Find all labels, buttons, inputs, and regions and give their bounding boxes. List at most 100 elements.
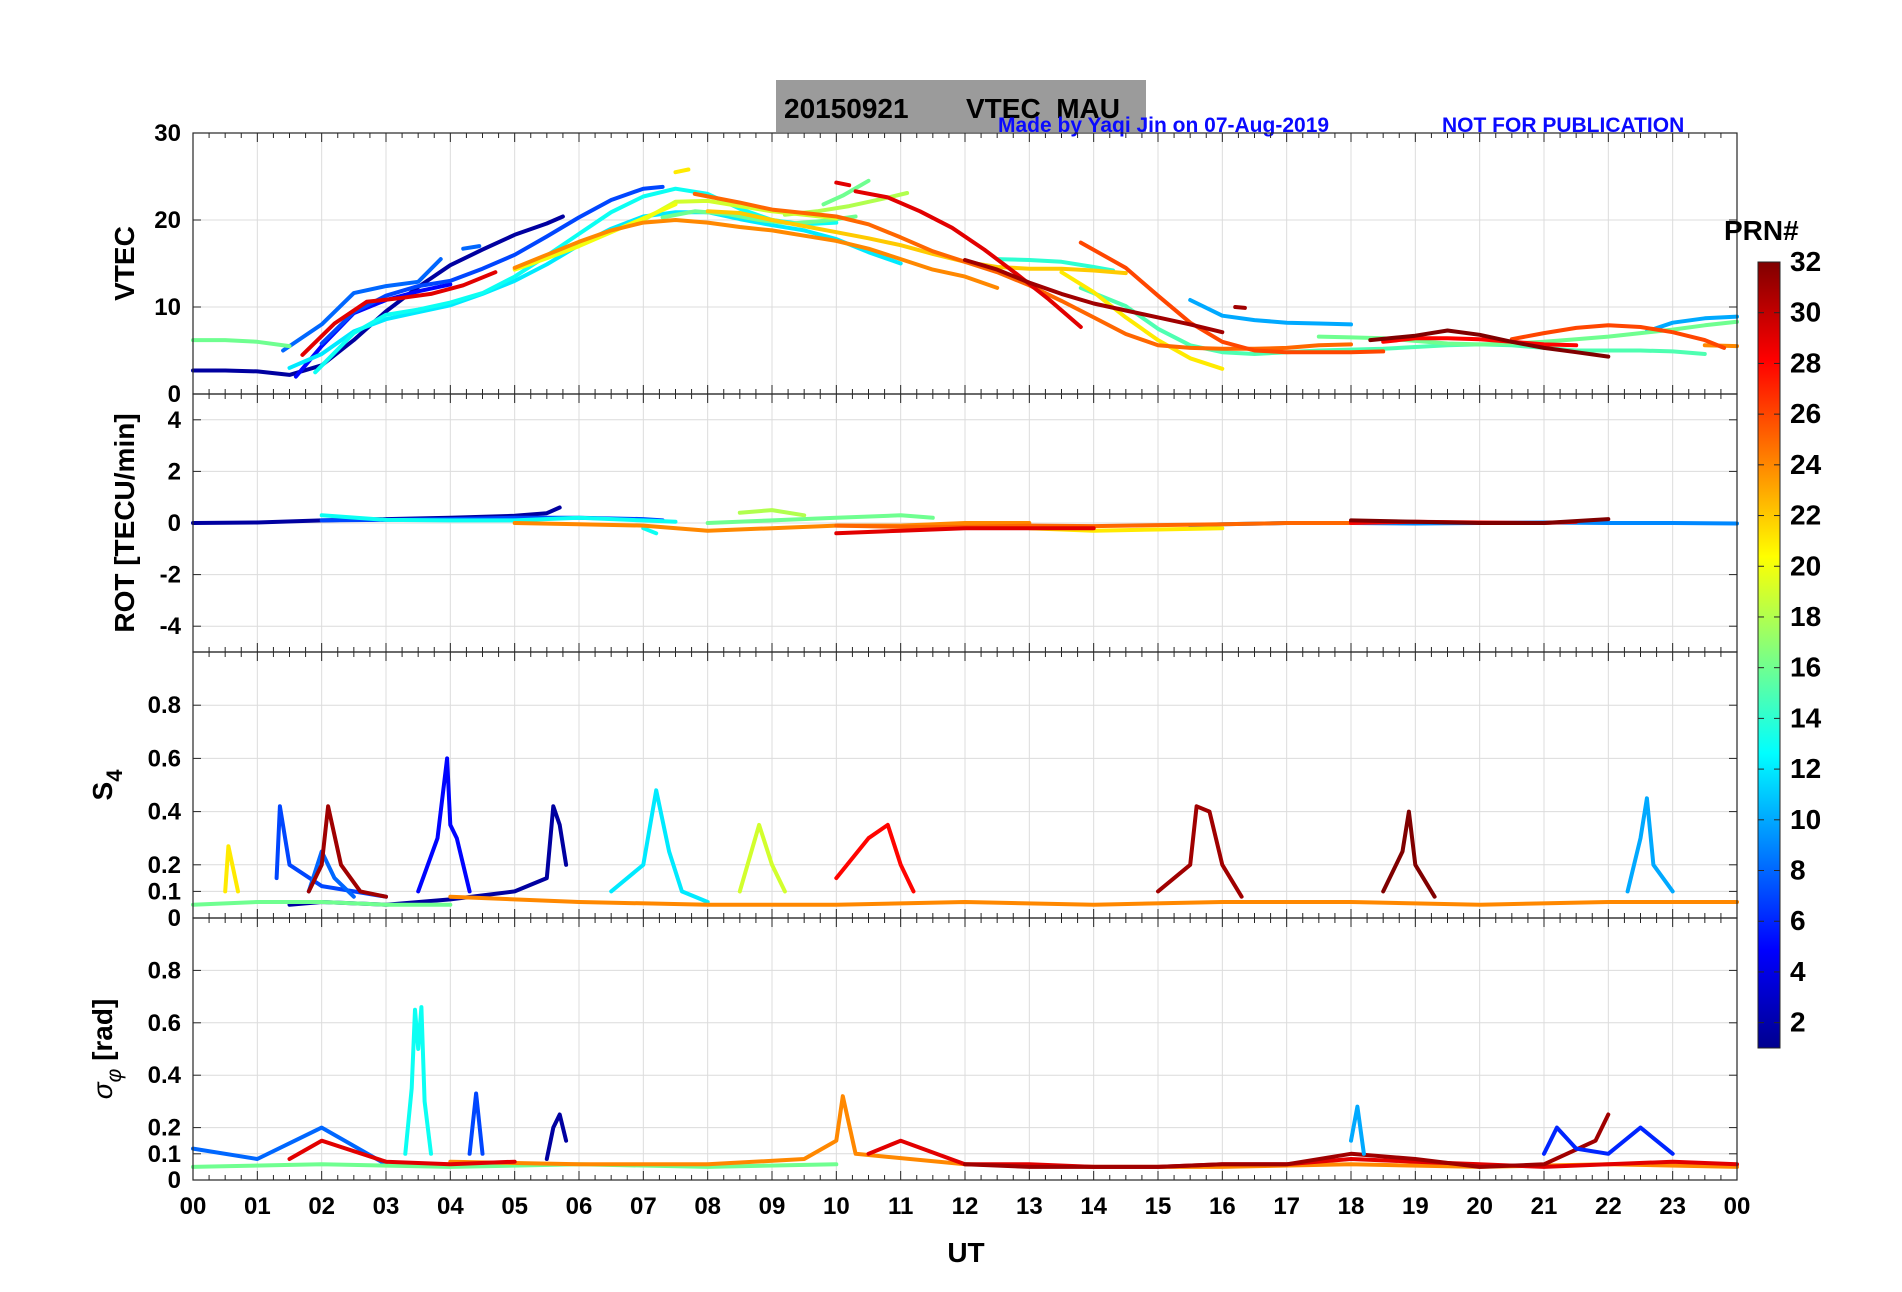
series-prn-12: [609, 788, 710, 904]
series-prn-16: [821, 178, 871, 207]
series-prn-26: [1078, 240, 1386, 355]
series-prn-28: [1381, 336, 1579, 348]
colorbar-tick-label: 12: [1790, 753, 1821, 784]
series-prn-16: [660, 209, 858, 226]
colorbar-tick-label: 28: [1790, 347, 1821, 378]
colorbar-tick-label: 18: [1790, 601, 1821, 632]
y-axis-label: VTEC: [109, 226, 140, 301]
x-tick-label: 09: [759, 1193, 786, 1220]
y-tick-label: 0.2: [148, 1115, 181, 1142]
credit-author: Made by Yaqi Jin on 07-Aug-2019: [998, 114, 1329, 137]
series-prn-31: [306, 804, 388, 899]
series-prn-8: [191, 1125, 388, 1167]
series-prn-7: [467, 1091, 485, 1156]
series-prn-32: [1381, 809, 1437, 899]
series-prn-14: [995, 257, 1115, 273]
colorbar-tick-label: 30: [1790, 297, 1821, 328]
y-tick-label: 0: [168, 381, 181, 408]
series-prn-29: [834, 180, 852, 188]
series-prn-24: [512, 521, 1032, 533]
y-tick-label: 0.1: [148, 878, 181, 905]
x-tick-label: 07: [630, 1193, 657, 1220]
series-prn-29: [287, 1138, 517, 1167]
x-tick-label: 00: [180, 1193, 207, 1220]
series-prn-13: [403, 1005, 433, 1156]
y-tick-label: -2: [160, 562, 181, 589]
series-prn-13: [641, 526, 659, 536]
y-tick-label: 0.8: [148, 957, 181, 984]
series-prn-21: [673, 167, 691, 175]
y-axis-label: σφ [rad]: [87, 999, 126, 1100]
y-axis-label: S4: [87, 769, 127, 801]
series-prn-16: [191, 338, 292, 349]
series-prn-29: [853, 189, 1083, 329]
x-tick-label: 06: [566, 1193, 593, 1220]
x-tick-label: 11: [888, 1193, 913, 1220]
colorbar-bar: [1757, 261, 1781, 1049]
x-tick-label: 05: [501, 1193, 528, 1220]
x-tick-label: 00: [1724, 1193, 1751, 1220]
x-tick-label: 21: [1531, 1193, 1558, 1220]
panel-rot: -4 -2 0 2 4 ROT [TECU/min]: [109, 393, 1739, 653]
series-prn-13: [313, 186, 839, 375]
series-prn-2: [544, 1112, 569, 1161]
colorbar-tick-label: 14: [1790, 702, 1822, 733]
series-prn-5: [293, 282, 453, 379]
series-prn-22: [705, 209, 1128, 276]
y-tick-label: -4: [160, 613, 182, 640]
x-tick-label: 22: [1595, 1193, 1622, 1220]
series-prn-29: [300, 270, 498, 357]
series-prn-31: [1233, 305, 1247, 310]
y-tick-label: 2: [168, 458, 181, 485]
series-prn-10: [1625, 796, 1675, 894]
series-prn-21: [1059, 270, 1225, 371]
y-tick-label: 4: [168, 407, 182, 434]
x-tick-label: 03: [373, 1193, 400, 1220]
y-tick-label: 30: [154, 120, 181, 147]
colorbar-tick-label: 22: [1790, 500, 1821, 531]
title-label: VTEC MAU: [966, 93, 1120, 124]
colorbar-tick-label: 24: [1790, 449, 1822, 480]
colorbar-tick-label: 8: [1790, 855, 1806, 886]
x-tick-label: 14: [1080, 1193, 1107, 1220]
series-prn-19: [737, 822, 787, 894]
series-prn-8: [461, 244, 482, 251]
series-prn-21: [223, 844, 240, 894]
y-tick-label: 0: [168, 510, 181, 537]
series-prn-32: [1368, 328, 1611, 359]
x-tick-label: 02: [308, 1193, 335, 1220]
x-tick-label: 23: [1659, 1193, 1686, 1220]
series-prn-5: [416, 756, 472, 894]
y-axis-label: ROT [TECU/min]: [109, 413, 140, 632]
series-prn-20: [512, 202, 678, 272]
colorbar-tick-label: 6: [1790, 905, 1806, 936]
colorbar-tick-label: 10: [1790, 804, 1821, 835]
series-prn-24: [448, 894, 1739, 907]
series-prn-31: [963, 258, 1225, 335]
y-tick-label: 20: [154, 207, 181, 234]
series-prn-24: [512, 218, 1000, 290]
colorbar-tick-label: 32: [1790, 246, 1821, 277]
x-tick-label: 18: [1338, 1193, 1365, 1220]
x-tick-label: 16: [1209, 1193, 1236, 1220]
x-tick-label: 15: [1145, 1193, 1172, 1220]
colorbar-tick-label: 26: [1790, 398, 1821, 429]
series-prn-8: [306, 849, 356, 899]
series-prn-26: [1509, 323, 1727, 350]
x-tick-label: 01: [244, 1193, 271, 1220]
series-prn-31: [963, 1112, 1611, 1169]
y-tick-label: 0.2: [148, 852, 181, 879]
colorbar-label: PRN#: [1724, 215, 1799, 246]
colorbar-tick-label: 16: [1790, 652, 1821, 683]
series-prn-10: [1349, 1104, 1366, 1156]
series-prn-16: [191, 900, 453, 907]
colorbar-tick-label: 4: [1790, 956, 1806, 987]
credit-notice: NOT FOR PUBLICATION: [1442, 114, 1684, 137]
x-tick-label: 20: [1466, 1193, 1493, 1220]
series-prn-25: [834, 521, 1353, 529]
series-prn-13: [319, 513, 678, 524]
series-prn-8: [281, 257, 443, 353]
